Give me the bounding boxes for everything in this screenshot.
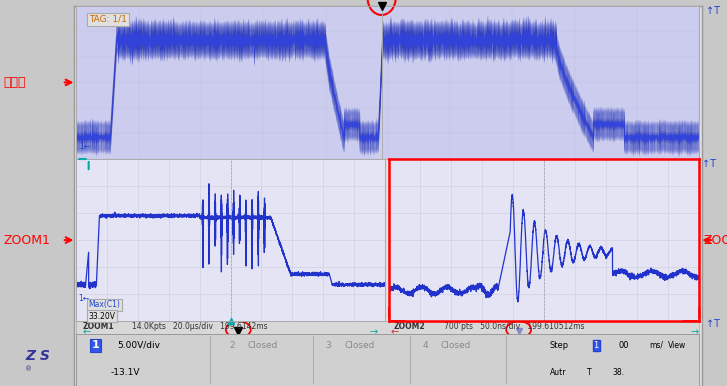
Text: Closed: Closed	[345, 341, 374, 350]
Text: ms/: ms/	[649, 341, 664, 350]
Text: →: →	[369, 327, 377, 337]
Text: 1: 1	[593, 341, 599, 350]
Text: T: T	[587, 369, 592, 378]
Text: 4: 4	[422, 341, 427, 350]
Text: Z S: Z S	[25, 349, 50, 363]
Text: Step: Step	[550, 341, 569, 350]
Text: Max(C1): Max(C1)	[89, 300, 121, 309]
Text: Closed: Closed	[441, 341, 471, 350]
Text: View: View	[668, 341, 686, 350]
Text: -13.1V: -13.1V	[111, 369, 140, 378]
Text: 33.20V: 33.20V	[89, 312, 116, 321]
Text: Closed: Closed	[248, 341, 278, 350]
Text: Autr: Autr	[550, 369, 566, 378]
Text: 700’pts   50.0ns/div   199.610512ms: 700’pts 50.0ns/div 199.610512ms	[444, 322, 585, 331]
Text: ↑T: ↑T	[702, 159, 717, 169]
Text: 1←: 1←	[79, 142, 91, 151]
Text: 3: 3	[326, 341, 332, 350]
Text: →: →	[690, 327, 698, 337]
Text: 00: 00	[619, 341, 629, 350]
Text: 14.0Kpts   20.0µs/div   199.6142ms: 14.0Kpts 20.0µs/div 199.6142ms	[132, 322, 268, 331]
Text: ®: ®	[25, 367, 33, 373]
Text: 38.: 38.	[612, 369, 624, 378]
Text: ZOOM1: ZOOM1	[4, 234, 50, 247]
Text: 2: 2	[229, 341, 235, 350]
Text: ZOOM1: ZOOM1	[83, 322, 114, 331]
Text: ↑T: ↑T	[706, 6, 720, 16]
Text: 主时基: 主时基	[4, 76, 26, 89]
Text: ZOOM2: ZOOM2	[394, 322, 426, 331]
Text: 5.00V/div: 5.00V/div	[117, 341, 160, 350]
Text: ←: ←	[391, 327, 399, 337]
Text: ←: ←	[83, 327, 91, 337]
Text: 1←: 1←	[78, 294, 89, 303]
Text: ZOOM2: ZOOM2	[704, 234, 727, 247]
Text: TAG: 1/1: TAG: 1/1	[89, 15, 126, 24]
Text: ↑T: ↑T	[706, 319, 720, 329]
Text: 1: 1	[92, 340, 100, 350]
